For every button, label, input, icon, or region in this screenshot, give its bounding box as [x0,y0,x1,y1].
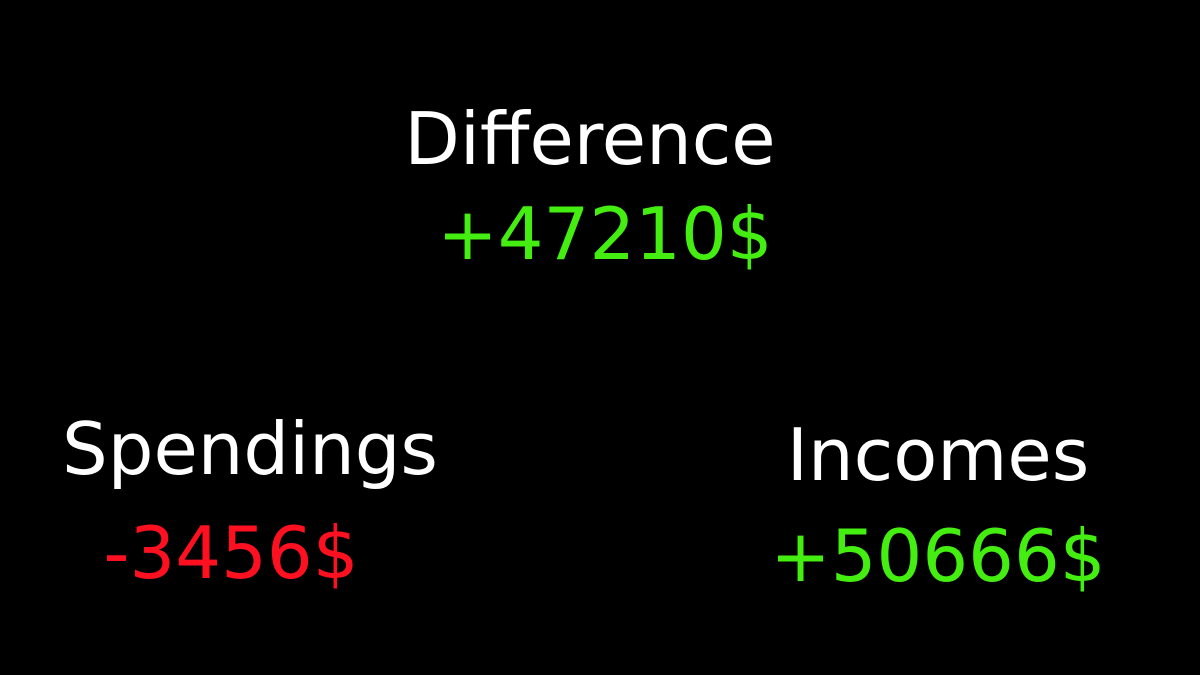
spendings-value: -3456$ [103,511,359,595]
difference-value: +47210$ [437,192,773,276]
incomes-label: Incomes [786,413,1090,497]
spendings-label: Spendings [62,407,438,491]
incomes-value: +50666$ [770,514,1106,598]
difference-label: Difference [404,97,776,181]
